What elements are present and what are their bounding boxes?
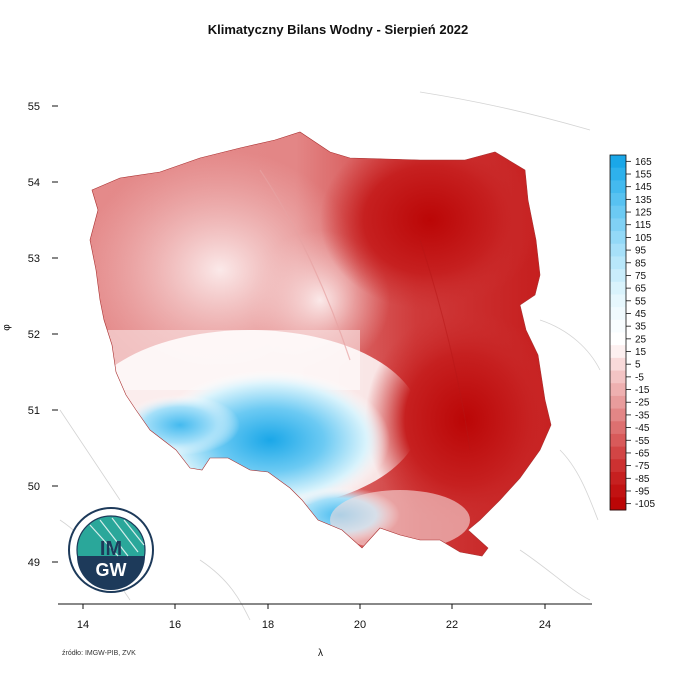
legend-swatch	[610, 231, 626, 245]
legend-swatch	[610, 319, 626, 333]
color-legend: 1651551451351251151059585756555453525155…	[609, 154, 655, 511]
legend-label: -75	[635, 461, 650, 472]
map-title: Klimatyczny Bilans Wodny - Sierpień 2022	[207, 22, 469, 37]
legend-frame	[609, 154, 627, 511]
y-axis-label: φ	[1, 324, 13, 331]
legend-label: -85	[635, 474, 650, 485]
legend-swatch	[610, 256, 626, 270]
logo-text-top: IM	[100, 538, 122, 560]
legend-label: -55	[635, 436, 650, 447]
legend-swatch	[610, 155, 626, 169]
y-tick-label: 53	[28, 253, 40, 265]
legend-swatch	[610, 193, 626, 207]
legend-label: 45	[635, 309, 647, 320]
legend-label: 15	[635, 347, 647, 358]
legend-label: -105	[635, 499, 655, 510]
legend-swatch	[610, 332, 626, 346]
legend-swatch	[610, 218, 626, 232]
legend-swatch	[610, 269, 626, 283]
legend-swatch	[610, 408, 626, 422]
y-tick-labels: 55 54 53 52 51 50 49	[28, 101, 40, 569]
legend-label: 5	[635, 360, 641, 371]
legend-swatch	[610, 446, 626, 460]
y-tick-label: 55	[28, 101, 40, 113]
legend-label: 85	[635, 258, 647, 269]
x-tick-label: 14	[77, 619, 89, 631]
x-tick-label: 16	[169, 619, 181, 631]
legend-label: 115	[635, 220, 651, 231]
legend-label: -45	[635, 423, 650, 434]
legend-swatch	[610, 205, 626, 219]
legend-label: 35	[635, 322, 647, 333]
y-tick-label: 54	[28, 177, 40, 189]
x-tick-label: 18	[262, 619, 274, 631]
legend-label: -95	[635, 486, 650, 497]
legend-label: -25	[635, 398, 650, 409]
legend-swatch	[610, 459, 626, 473]
legend-label: -65	[635, 448, 650, 459]
x-tick-label: 20	[354, 619, 366, 631]
legend-swatch	[610, 345, 626, 359]
y-tick-label: 52	[28, 329, 40, 341]
x-axis-label: λ	[318, 648, 323, 659]
legend-swatch	[610, 370, 626, 384]
legend-label: 145	[635, 182, 652, 193]
legend-swatch	[610, 307, 626, 321]
legend-label: 155	[635, 170, 652, 181]
legend-swatch	[610, 281, 626, 295]
legend-label: 75	[635, 271, 647, 282]
y-tick-label: 50	[28, 481, 40, 493]
legend-label: 135	[635, 195, 652, 206]
legend-swatch	[610, 471, 626, 486]
y-tick-label: 49	[28, 557, 40, 569]
legend-label: 65	[635, 284, 647, 295]
source-note: źródło: IMGW-PIB, ZVK	[62, 650, 136, 657]
legend-swatch	[610, 357, 626, 372]
poland-map	[90, 132, 551, 556]
legend-swatch	[610, 243, 626, 257]
imgw-logo: IM GW	[68, 507, 154, 593]
x-tick-label: 24	[539, 619, 551, 631]
legend-label: 25	[635, 334, 647, 345]
legend-swatch	[610, 433, 626, 448]
legend-label: -35	[635, 410, 650, 421]
legend-swatch	[610, 180, 626, 194]
legend-label: 95	[635, 246, 647, 257]
legend-swatch	[610, 497, 626, 511]
legend-swatch	[610, 294, 626, 308]
legend-swatch	[610, 383, 626, 397]
legend-label: 105	[635, 233, 652, 244]
legend-label: -5	[635, 372, 644, 383]
axes	[52, 105, 592, 609]
logo-text-bottom: GW	[96, 560, 127, 580]
x-tick-label: 22	[446, 619, 458, 631]
legend-swatch	[610, 421, 626, 435]
legend-label: 165	[635, 157, 652, 168]
legend-label: -15	[635, 385, 650, 396]
y-tick-label: 51	[28, 405, 40, 417]
legend-swatch	[610, 484, 626, 498]
x-tick-labels: 14 16 18 20 22 24	[77, 619, 551, 631]
legend-swatch	[610, 395, 626, 410]
legend-label: 55	[635, 296, 647, 307]
legend-swatch	[610, 167, 626, 181]
legend-label: 125	[635, 208, 652, 219]
